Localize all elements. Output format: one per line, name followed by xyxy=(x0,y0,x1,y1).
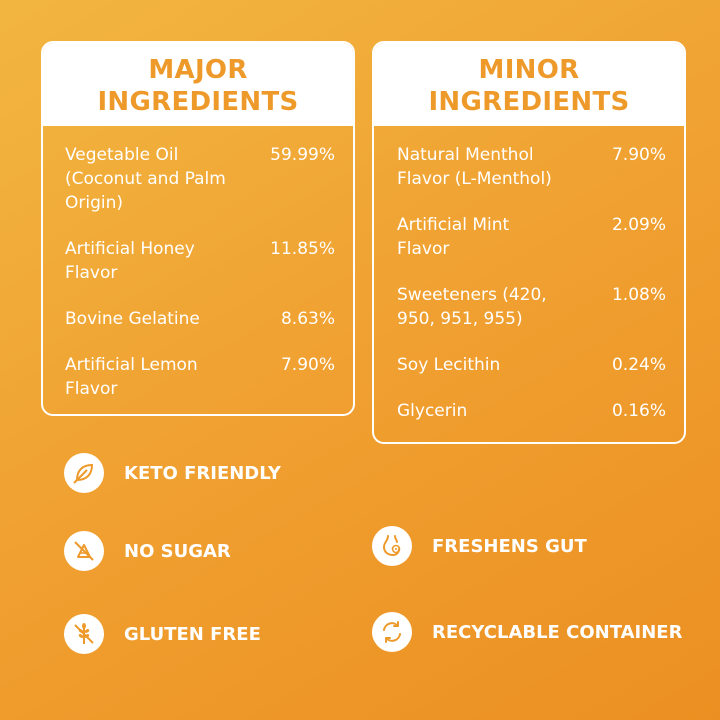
feature-no-sugar: NO SUGAR xyxy=(64,531,231,571)
minor-ingredients-header: MINOR INGREDIENTS xyxy=(374,43,684,126)
gut-icon xyxy=(372,526,412,566)
ingredient-name: Sweeteners (420, 950, 951, 955) xyxy=(397,285,547,329)
feature-label: RECYCLABLE CONTAINER xyxy=(432,621,683,643)
recycle-icon xyxy=(372,612,412,652)
feature-freshens-gut: FRESHENS GUT xyxy=(372,526,587,566)
major-ingredients-header: MAJOR INGREDIENTS xyxy=(43,43,353,126)
ingredient-percent: 8.63% xyxy=(280,309,335,329)
gluten-free-icon xyxy=(64,614,104,654)
feature-recyclable-container: RECYCLABLE CONTAINER xyxy=(372,612,682,652)
ingredient-name: Glycerin xyxy=(397,401,468,421)
ingredient-row: Glycerin 0.16% xyxy=(397,399,666,423)
ingredient-row: Vegetable Oil (Coconut and Palm Origin) … xyxy=(65,143,335,215)
ingredient-row: Bovine Gelatine 8.63% xyxy=(65,307,335,331)
ingredient-percent: 0.24% xyxy=(611,355,666,375)
feature-gluten-free: GLUTEN FREE xyxy=(64,614,261,654)
ingredient-name: Artificial Mint Flavor xyxy=(397,215,510,259)
ingredient-row: Artificial Mint Flavor 2.09% xyxy=(397,213,666,261)
major-ingredients-card: MAJOR INGREDIENTS Vegetable Oil (Coconut… xyxy=(41,41,355,416)
ingredient-percent: 0.16% xyxy=(611,401,666,421)
feature-label: GLUTEN FREE xyxy=(124,623,261,645)
ingredient-percent: 11.85% xyxy=(270,239,335,259)
major-ingredients-list: Vegetable Oil (Coconut and Palm Origin) … xyxy=(43,126,353,401)
ingredient-percent: 7.90% xyxy=(280,355,335,375)
ingredient-row: Soy Lecithin 0.24% xyxy=(397,353,666,377)
ingredient-percent: 59.99% xyxy=(270,145,335,165)
minor-ingredients-card: MINOR INGREDIENTS Natural Menthol Flavor… xyxy=(372,41,686,444)
ingredient-name: Natural Menthol Flavor (L-Menthol) xyxy=(397,145,552,189)
minor-ingredients-title: MINOR INGREDIENTS xyxy=(428,54,630,117)
major-ingredients-title: MAJOR INGREDIENTS xyxy=(97,54,299,117)
ingredient-row: Artificial Lemon Flavor 7.90% xyxy=(65,353,335,401)
ingredient-row: Artificial Honey Flavor 11.85% xyxy=(65,237,335,285)
feature-label: FRESHENS GUT xyxy=(432,535,587,557)
ingredient-percent: 2.09% xyxy=(611,215,666,235)
feature-keto-friendly: KETO FRIENDLY xyxy=(64,453,281,493)
ingredient-percent: 1.08% xyxy=(611,285,666,305)
ingredient-percent: 7.90% xyxy=(611,145,666,165)
ingredient-name: Bovine Gelatine xyxy=(65,309,200,329)
no-sugar-icon xyxy=(64,531,104,571)
ingredient-name: Artificial Honey Flavor xyxy=(65,239,195,283)
ingredient-name: Artificial Lemon Flavor xyxy=(65,355,198,399)
leaf-icon xyxy=(64,453,104,493)
ingredient-name: Soy Lecithin xyxy=(397,355,501,375)
ingredient-row: Natural Menthol Flavor (L-Menthol) 7.90% xyxy=(397,143,666,191)
ingredient-name: Vegetable Oil (Coconut and Palm Origin) xyxy=(65,145,226,213)
feature-label: KETO FRIENDLY xyxy=(124,462,281,484)
minor-ingredients-list: Natural Menthol Flavor (L-Menthol) 7.90%… xyxy=(374,126,684,423)
ingredient-row: Sweeteners (420, 950, 951, 955) 1.08% xyxy=(397,283,666,331)
feature-label: NO SUGAR xyxy=(124,540,231,562)
